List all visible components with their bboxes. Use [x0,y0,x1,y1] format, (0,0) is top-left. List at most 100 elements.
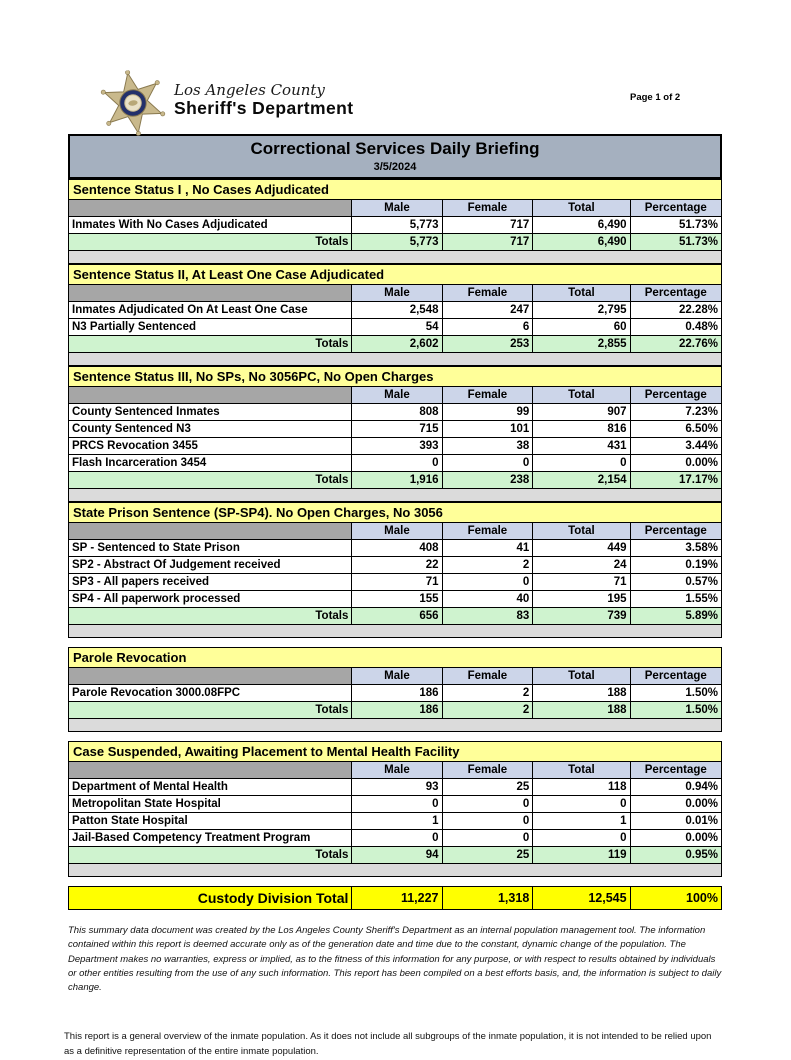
column-header-male: Male [351,522,443,540]
cell-value: 0 [441,812,534,830]
cell-value: 0 [441,454,534,472]
column-header-percentage: Percentage [629,522,723,540]
page-number: Page 1 of 2 [630,92,681,103]
cell-value: 715 [351,420,443,438]
section-1: Sentence Status I , No Cases Adjudicated… [67,179,723,251]
cell-value: 1 [532,812,631,830]
data-table: Male Female Total Percentage Inmates Adjudic… [67,284,723,353]
report-title-bar: Correctional Services Daily Briefing 3/5… [68,134,722,179]
row-label: Department of Mental Health [67,778,353,796]
column-header-spacer-cell [67,386,353,404]
column-header-spacer-cell [67,284,353,302]
row-label: SP - Sentenced to State Prison [67,539,353,557]
totals-label: Totals [67,701,353,719]
column-header-total: Total [532,284,631,302]
report-date: 3/5/2024 [373,161,417,173]
column-header-female: Female [441,284,534,302]
cell-value: 0 [532,454,631,472]
row-label: Flash Incarceration 3454 [67,454,353,472]
cell-value: 25 [441,778,534,796]
totals-value: 119 [532,846,631,864]
row-label: Inmates With No Cases Adjudicated [67,216,353,234]
totals-row: Totals 186 2 188 1.50% [67,701,723,719]
column-header-total: Total [532,667,631,685]
cell-value: 0 [441,795,534,813]
totals-value: 186 [351,701,443,719]
footnote-text: This report is a general overview of the… [64,1031,712,1058]
cell-value: 0.19% [629,556,723,574]
totals-value: 51.73% [629,233,723,251]
grand-total-female: 1,318 [441,886,534,910]
section-gap [68,732,722,741]
data-table: Male Female Total Percentage Department of M… [67,761,723,864]
cell-value: 186 [351,684,443,702]
column-header-male: Male [351,199,443,217]
cell-value: 6 [441,318,534,336]
column-header-female: Female [441,761,534,779]
cell-value: 0 [351,829,443,847]
column-header-total: Total [532,386,631,404]
column-header-percentage: Percentage [629,199,723,217]
cell-value: 0.01% [629,812,723,830]
row-label: SP2 - Abstract Of Judgement received [67,556,353,574]
cell-value: 3.44% [629,437,723,455]
table-row: County Sentenced Inmates 808 99 907 7.23% [67,403,723,421]
totals-value: 5,773 [351,233,443,251]
cell-value: 2 [441,556,534,574]
row-label: County Sentenced N3 [67,420,353,438]
totals-value: 656 [351,607,443,625]
cell-value: 93 [351,778,443,796]
cell-value: 0 [351,795,443,813]
cell-value: 2,795 [532,301,631,319]
section-3: Sentence Status III, No SPs, No 3056PC, … [67,366,723,489]
section-title: Sentence Status III, No SPs, No 3056PC, … [68,366,722,386]
cell-value: 22.28% [629,301,723,319]
data-table: Male Female Total Percentage Inmates With No… [67,199,723,251]
row-label: SP4 - All paperwork processed [67,590,353,608]
totals-value: 739 [532,607,631,625]
totals-value: 238 [441,471,534,489]
column-header-female: Female [441,386,534,404]
cell-value: 1.55% [629,590,723,608]
totals-label: Totals [67,335,353,353]
totals-label: Totals [67,233,353,251]
column-header-row: Male Female Total Percentage [67,522,723,540]
cell-value: 5,773 [351,216,443,234]
column-header-total: Total [532,199,631,217]
column-header-percentage: Percentage [629,284,723,302]
totals-row: Totals 94 25 119 0.95% [67,846,723,864]
cell-value: 101 [441,420,534,438]
sheriff-star-icon [100,70,166,136]
column-header-total: Total [532,761,631,779]
column-header-male: Male [351,386,443,404]
totals-value: 188 [532,701,631,719]
cell-value: 7.23% [629,403,723,421]
table-row: SP - Sentenced to State Prison 408 41 449 3.… [67,539,723,557]
totals-label: Totals [67,471,353,489]
column-header-male: Male [351,284,443,302]
cell-value: 22 [351,556,443,574]
grand-total-section: Custody Division Total 11,227 1,318 12,5… [67,886,723,910]
sections-container: Sentence Status I , No Cases Adjudicated… [67,179,723,877]
section-spacer [68,251,722,264]
table-row: Flash Incarceration 3454 0 0 0 0.00% [67,454,723,472]
row-label: County Sentenced Inmates [67,403,353,421]
cell-value: 24 [532,556,631,574]
table-row: Inmates With No Cases Adjudicated 5,773 71… [67,216,723,234]
totals-value: 25 [441,846,534,864]
section-title: Sentence Status II, At Least One Case Ad… [68,264,722,284]
grand-total-total: 12,545 [532,886,631,910]
cell-value: 717 [441,216,534,234]
column-header-female: Female [441,667,534,685]
cell-value: 60 [532,318,631,336]
totals-label: Totals [67,607,353,625]
section-title: State Prison Sentence (SP-SP4). No Open … [68,502,722,522]
table-row: Patton State Hospital 1 0 1 0.01% [67,812,723,830]
agency-department-text: Sheriff's Department [174,97,354,118]
totals-value: 22.76% [629,335,723,353]
totals-value: 17.17% [629,471,723,489]
table-row: N3 Partially Sentenced 54 6 60 0.48% [67,318,723,336]
cell-value: 431 [532,437,631,455]
cell-value: 2 [441,684,534,702]
